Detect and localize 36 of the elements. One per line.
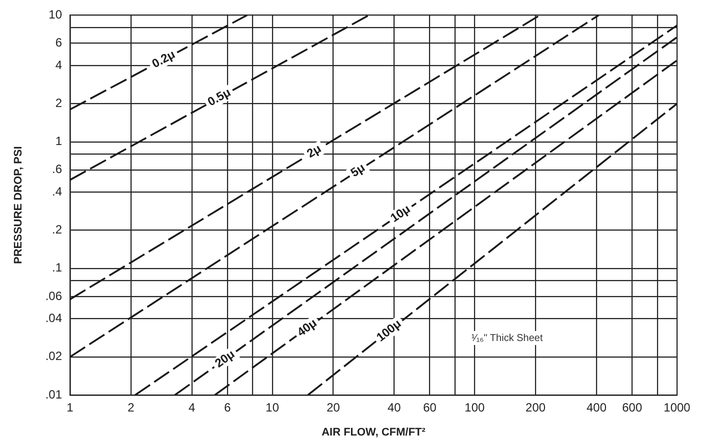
y-tick-label: .6 — [52, 162, 62, 176]
text: 0.5μ — [205, 85, 233, 109]
text: 10μ — [388, 202, 413, 225]
x-tick-label: 100 — [464, 400, 485, 415]
x-tick-label: 60 — [423, 400, 437, 415]
x-tick-label: 6 — [224, 400, 232, 415]
text: 0.2μ — [150, 47, 178, 71]
x-tick-label: 1 — [66, 400, 74, 415]
y-tick-label: .2 — [52, 222, 62, 237]
text: 20μ — [212, 346, 238, 370]
annotation: ¹⁄₁₆" Thick Sheet — [471, 332, 543, 344]
x-axis-title: AIR FLOW, CFM/FT² — [322, 426, 426, 438]
x-tick-label: 4 — [188, 400, 196, 415]
x-tick-label: 2 — [128, 400, 135, 415]
y-tick-label: .06 — [45, 288, 62, 303]
x-tick-label: 20 — [326, 400, 340, 415]
text: 2μ — [304, 141, 324, 161]
y-tick-label: .1 — [52, 260, 62, 275]
y-axis-title: PRESSURE DROP, PSI — [12, 146, 25, 264]
y-tick-label: 2 — [55, 96, 62, 110]
x-tick-label: 200 — [526, 400, 546, 415]
x-tick-label: 1000 — [664, 400, 691, 415]
y-tick-label: .01 — [45, 387, 62, 402]
y-tick-label: .04 — [45, 311, 62, 326]
x-tick-label: 600 — [622, 400, 642, 415]
text: 40μ — [294, 316, 320, 340]
x-tick-label: 40 — [387, 400, 402, 415]
y-tick-label: 1 — [55, 134, 62, 148]
text: 5μ — [348, 160, 368, 180]
y-tick-label: 10 — [48, 8, 62, 22]
y-tick-label: .02 — [45, 349, 62, 364]
x-tick-label: 10 — [266, 400, 280, 415]
y-tick-label: 4 — [55, 58, 62, 72]
y-tick-label: .4 — [52, 184, 62, 198]
x-tick-label: 400 — [586, 400, 607, 415]
y-tick-label: 6 — [55, 36, 62, 50]
